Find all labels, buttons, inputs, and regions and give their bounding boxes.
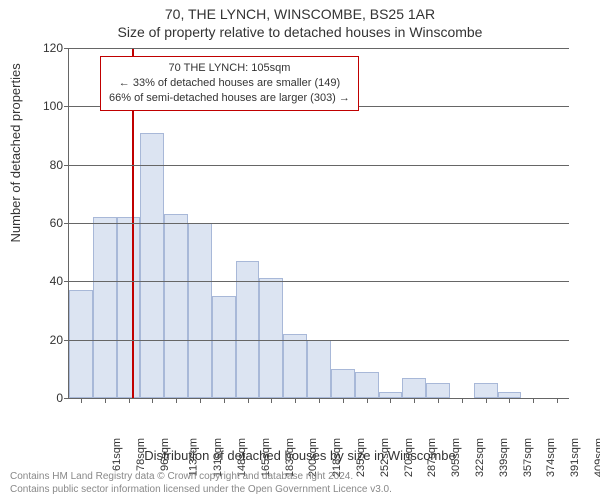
- bar: [188, 223, 212, 398]
- bar: [259, 278, 283, 398]
- x-tick-mark: [557, 398, 558, 403]
- y-tick-label: 20: [33, 333, 63, 347]
- x-tick-mark: [152, 398, 153, 403]
- bar: [402, 378, 426, 398]
- annotation-box: 70 THE LYNCH: 105sqm ← 33% of detached h…: [100, 56, 359, 111]
- x-tick-mark: [414, 398, 415, 403]
- x-tick-mark: [462, 398, 463, 403]
- x-tick-mark: [200, 398, 201, 403]
- y-tick-mark: [64, 281, 69, 282]
- x-tick-mark: [390, 398, 391, 403]
- x-tick-mark: [81, 398, 82, 403]
- x-tick-mark: [176, 398, 177, 403]
- bar: [331, 369, 355, 398]
- annotation-line-3: 66% of semi-detached houses are larger (…: [109, 91, 350, 106]
- bar: [93, 217, 117, 398]
- y-tick-label: 80: [33, 158, 63, 172]
- bar: [140, 133, 164, 398]
- gridline-y: [69, 165, 569, 166]
- y-tick-mark: [64, 48, 69, 49]
- gridline-y: [69, 281, 569, 282]
- y-tick-mark: [64, 398, 69, 399]
- gridline-y: [69, 48, 569, 49]
- y-tick-mark: [64, 223, 69, 224]
- figure: 70, THE LYNCH, WINSCOMBE, BS25 1AR Size …: [0, 0, 600, 500]
- footer-line-1: Contains HM Land Registry data © Crown c…: [10, 471, 590, 484]
- footer: Contains HM Land Registry data © Crown c…: [0, 471, 600, 496]
- y-tick-label: 40: [33, 274, 63, 288]
- bar: [474, 383, 498, 398]
- gridline-y: [69, 340, 569, 341]
- y-axis-label: Number of detached properties: [8, 63, 23, 242]
- x-tick-mark: [343, 398, 344, 403]
- y-tick-mark: [64, 165, 69, 166]
- x-tick-mark: [533, 398, 534, 403]
- bar: [283, 334, 307, 398]
- bar: [212, 296, 236, 398]
- x-tick-mark: [367, 398, 368, 403]
- bar: [426, 383, 450, 398]
- x-tick-mark: [248, 398, 249, 403]
- x-tick-mark: [295, 398, 296, 403]
- annotation-line-2: ← 33% of detached houses are smaller (14…: [109, 76, 350, 91]
- y-tick-label: 120: [33, 41, 63, 55]
- y-tick-label: 100: [33, 99, 63, 113]
- title-address: 70, THE LYNCH, WINSCOMBE, BS25 1AR: [0, 6, 600, 22]
- bar: [355, 372, 379, 398]
- x-tick-mark: [271, 398, 272, 403]
- x-tick-mark: [224, 398, 225, 403]
- x-tick-mark: [509, 398, 510, 403]
- y-tick-mark: [64, 106, 69, 107]
- y-tick-label: 60: [33, 216, 63, 230]
- bar: [307, 340, 331, 398]
- annotation-line-1: 70 THE LYNCH: 105sqm: [109, 61, 350, 76]
- x-axis-label: Distribution of detached houses by size …: [0, 448, 600, 463]
- title-subtitle: Size of property relative to detached ho…: [0, 24, 600, 40]
- y-tick-mark: [64, 340, 69, 341]
- x-tick-mark: [105, 398, 106, 403]
- gridline-y: [69, 223, 569, 224]
- x-tick-mark: [129, 398, 130, 403]
- footer-line-2: Contains public sector information licen…: [10, 484, 590, 497]
- bar: [164, 214, 188, 398]
- bar: [69, 290, 93, 398]
- x-tick-mark: [486, 398, 487, 403]
- bar: [117, 217, 141, 398]
- x-tick-mark: [319, 398, 320, 403]
- y-tick-label: 0: [33, 391, 63, 405]
- x-tick-mark: [438, 398, 439, 403]
